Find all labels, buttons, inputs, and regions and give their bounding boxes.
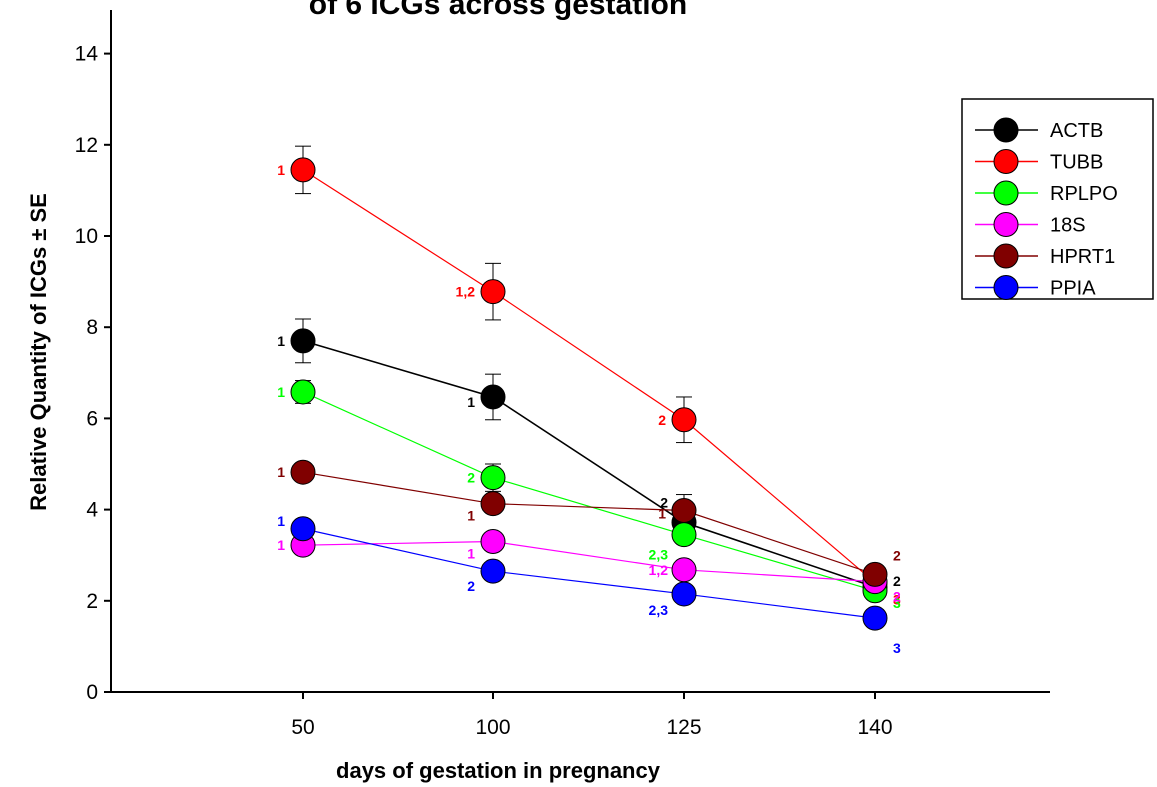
legend-marker-hprt1 <box>993 243 1019 269</box>
actb-sig-label: 1 <box>277 333 285 349</box>
legend-marker-18s <box>993 212 1019 237</box>
rplpo-line <box>302 391 876 592</box>
actb-point <box>290 328 316 354</box>
chart-title: of 6 ICGs across gestation <box>309 0 687 21</box>
hprt1-point <box>671 498 697 524</box>
ppia-point <box>480 558 506 584</box>
y-tick-label: 0 <box>86 681 98 704</box>
x-ticks: 50 100 125 140 <box>291 692 893 739</box>
ppia-point <box>671 581 697 607</box>
legend-label-hprt1: HPRT1 <box>1050 246 1115 268</box>
rplpo-sig-label: 1 <box>277 384 285 400</box>
18s-line <box>302 540 876 583</box>
tubb-line <box>302 169 876 584</box>
hprt1-sig-label: 1 <box>467 508 475 524</box>
x-tick-label: 50 <box>291 716 314 739</box>
actb-line <box>302 340 876 588</box>
legend-label-rplpo: RPLPO <box>1050 183 1118 205</box>
rplpo-sig-label: 2 <box>467 470 475 486</box>
legend-label-tubb: TUBB <box>1050 152 1103 174</box>
18s-sig-label: 1 <box>277 537 285 553</box>
legend-marker-rplpo <box>993 180 1019 206</box>
ppia-sig-label: 1 <box>277 513 285 529</box>
tubb-sig-label: 1,2 <box>456 284 476 300</box>
hprt1-line <box>302 471 876 575</box>
actb-point <box>480 384 506 410</box>
hprt1-sig-label: 1 <box>277 464 285 480</box>
ppia-sig-label: 2,3 <box>649 602 669 618</box>
y-tick-label: 6 <box>86 407 98 430</box>
tubb-sig-label: 1 <box>277 162 285 178</box>
ppia-sig-label: 2 <box>467 578 475 594</box>
tubb-point <box>480 279 506 305</box>
tubb-sig-label: 2 <box>658 412 666 428</box>
rplpo-sig-label: 2,3 <box>649 547 669 563</box>
ppia-point <box>862 605 888 631</box>
hprt1-point <box>862 561 888 587</box>
y-tick-label: 8 <box>86 316 98 339</box>
legend-marker-tubb <box>993 149 1019 174</box>
18s-sig-label: 2 <box>893 589 901 605</box>
rplpo-point <box>290 379 316 405</box>
18s-point <box>671 557 697 583</box>
actb-sig-label: 2 <box>660 494 668 510</box>
rplpo-point <box>671 522 697 548</box>
hprt1-sig-label: 1 <box>658 506 666 522</box>
legend-marker-ppia <box>993 275 1019 300</box>
legend-label-actb: ACTB <box>1050 120 1103 142</box>
x-tick-label: 125 <box>666 716 701 739</box>
rplpo-point <box>480 465 506 491</box>
tubb-sig-label: 3 <box>893 592 901 608</box>
18s-point <box>480 529 506 555</box>
axes <box>110 10 1050 693</box>
y-tick-label: 2 <box>86 590 98 613</box>
y-tick-label: 12 <box>75 134 98 157</box>
y-tick-label: 14 <box>75 43 99 66</box>
ppia-sig-label: 3 <box>893 640 901 656</box>
tubb-point <box>290 157 316 183</box>
y-axis-title: Relative Quantity of ICGs ± SE <box>26 193 51 511</box>
actb-sig-label: 2 <box>893 573 901 589</box>
x-tick-label: 100 <box>475 716 510 739</box>
rplpo-sig-label: 3 <box>893 595 901 611</box>
ppia-point <box>290 516 316 542</box>
actb-sig-label: 1 <box>467 394 475 410</box>
y-ticks: 0 2 4 6 8 10 12 14 <box>75 43 111 704</box>
y-tick-label: 4 <box>86 499 98 522</box>
x-axis-title: days of gestation in pregnancy <box>336 758 661 783</box>
hprt1-sig-label: 2 <box>893 547 901 563</box>
hprt1-point <box>290 459 316 485</box>
x-tick-label: 140 <box>857 716 892 739</box>
legend-marker-actb <box>993 117 1019 143</box>
series-lines <box>302 169 876 619</box>
18s-sig-label: 1,2 <box>649 562 669 578</box>
18s-sig-label: 1 <box>467 546 475 562</box>
tubb-point <box>671 407 697 433</box>
legend-label-18s: 18S <box>1050 215 1086 237</box>
hprt1-point <box>480 491 506 517</box>
legend-label-ppia: PPIA <box>1050 278 1096 300</box>
legend: ACTB TUBB RPLPO 18S HPRT1 PPIA <box>961 98 1154 300</box>
ppia-line <box>302 528 876 619</box>
series-points <box>290 157 888 631</box>
y-tick-label: 10 <box>75 225 98 248</box>
